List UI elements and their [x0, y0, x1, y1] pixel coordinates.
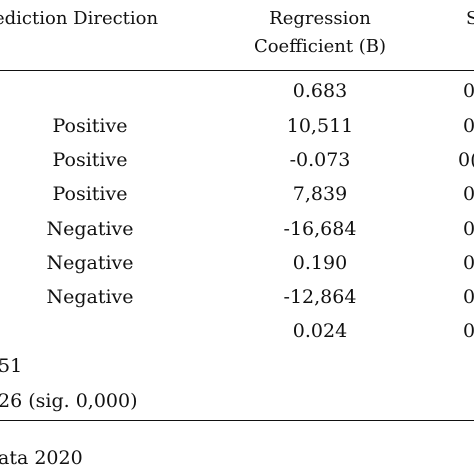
cell-coefficient: 0.683 [292, 80, 348, 102]
cell-coefficient: 7,839 [292, 183, 348, 205]
cell-next-partial: 0 [463, 183, 474, 205]
header-regression-line1: Regression [269, 8, 371, 29]
cell-coefficient: 0.190 [292, 252, 348, 274]
footer-line-1: 51 [0, 355, 23, 377]
cell-direction: Negative [46, 218, 134, 240]
source-note: ata 2020 [0, 447, 83, 469]
cell-coefficient: -16,684 [283, 218, 357, 240]
cell-direction: Positive [52, 115, 128, 137]
footer-line-2: 26 (sig. 0,000) [0, 390, 138, 412]
cell-next-partial: 0 [463, 252, 474, 274]
header-prediction-direction: ediction Direction [0, 8, 159, 29]
cell-next-partial: 0 [463, 286, 474, 308]
cell-direction: Negative [46, 252, 134, 274]
cell-next-partial: 0 [463, 320, 474, 342]
cell-next-partial: 0 [463, 218, 474, 240]
header-regression-line2: Coefficient (B) [253, 36, 387, 57]
cell-next-partial: 0( [458, 149, 474, 171]
cell-next-partial: 0 [463, 115, 474, 137]
cell-direction: Negative [46, 286, 134, 308]
cell-next-partial: 0 [463, 80, 474, 102]
header-next-column-partial: S [466, 8, 474, 29]
cell-coefficient: -0.073 [289, 149, 351, 171]
cell-coefficient: 10,511 [286, 115, 354, 137]
bottom-rule [0, 420, 474, 421]
header-rule [0, 70, 474, 71]
cell-direction: Positive [52, 183, 128, 205]
cell-direction: Positive [52, 149, 128, 171]
cell-coefficient: -12,864 [283, 286, 357, 308]
cell-coefficient: 0.024 [292, 320, 348, 342]
